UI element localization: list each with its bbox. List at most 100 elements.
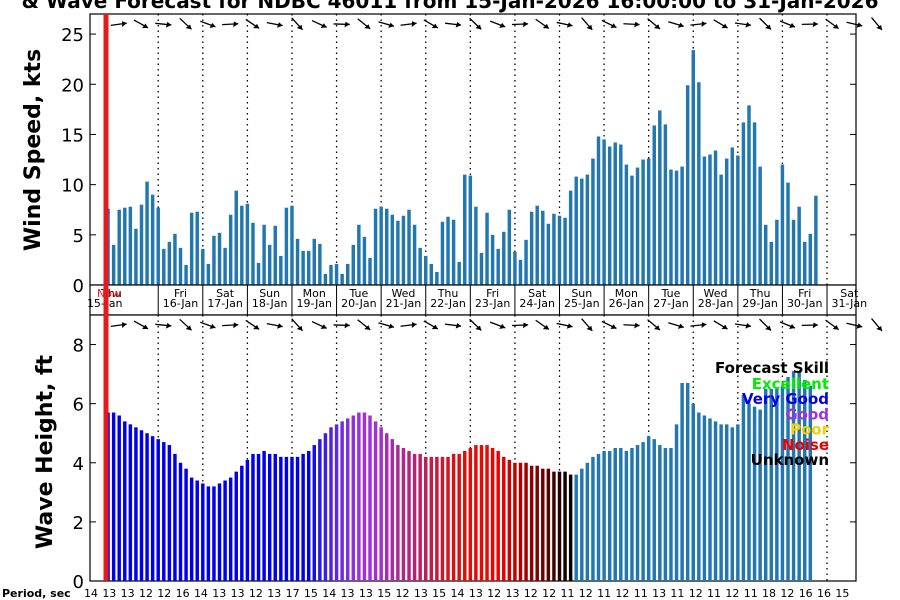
bar <box>518 259 523 285</box>
y-tick-label: 4 <box>73 454 84 475</box>
bar <box>669 169 673 285</box>
direction-arrow-icon <box>734 22 752 28</box>
direction-arrow-icon <box>535 319 550 331</box>
bar <box>708 154 712 285</box>
period-value: 13 <box>652 587 666 600</box>
direction-arrow-icon <box>511 21 529 28</box>
direction-arrow-icon <box>266 322 283 329</box>
period-value: 15 <box>304 587 318 600</box>
bar <box>674 170 679 285</box>
bar <box>741 394 746 581</box>
bar <box>435 456 439 581</box>
bar <box>251 222 255 285</box>
direction-arrow-icon <box>378 21 395 28</box>
bar <box>747 403 751 581</box>
bar <box>128 206 133 285</box>
bar <box>724 158 729 285</box>
period-label: Period, sec <box>2 587 71 600</box>
y-tick-label: 0 <box>73 572 84 593</box>
period-value: 12 <box>157 587 171 600</box>
direction-arrow-icon <box>133 320 149 330</box>
bar <box>312 238 316 285</box>
bar <box>607 450 612 581</box>
legend-item: Poor <box>790 421 830 439</box>
bar <box>273 453 277 581</box>
y-tick-label: 5 <box>73 226 84 247</box>
date-label: 30-Jan <box>787 297 823 310</box>
wind-y-axis-label: Wind Speed, kts <box>21 49 46 251</box>
day-of-week-label: Thu <box>749 287 771 300</box>
wave-height-panel: 0 2 4 6 8 Wave Height, ft Forecast Skill Exc… <box>33 314 883 593</box>
direction-arrow-icon <box>179 318 192 331</box>
bar <box>212 486 216 581</box>
bar <box>557 471 562 581</box>
direction-arrow-icon <box>222 21 239 28</box>
bar <box>730 427 734 581</box>
bar <box>206 486 211 581</box>
bar <box>412 453 417 581</box>
bar <box>758 166 762 285</box>
direction-arrow-icon <box>266 21 283 28</box>
bar <box>429 456 434 581</box>
y-tick-label: 10 <box>61 176 84 197</box>
bar <box>139 430 144 581</box>
bar <box>507 209 512 285</box>
legend-item: Very Good <box>742 390 829 408</box>
bar <box>685 85 690 285</box>
bar <box>630 175 634 285</box>
bar <box>362 236 367 285</box>
bar <box>429 263 434 285</box>
direction-arrow-icon <box>489 321 506 329</box>
bar <box>457 261 461 285</box>
bar <box>379 206 383 285</box>
period-value: 11 <box>670 587 684 600</box>
day-of-week-label: Sun <box>259 287 280 300</box>
bar <box>485 445 489 581</box>
day-of-week-label: Tue <box>348 287 368 300</box>
bar <box>541 210 545 285</box>
bar <box>167 445 172 581</box>
bar <box>630 448 634 581</box>
bar <box>490 234 495 285</box>
bar <box>306 450 311 581</box>
bar <box>351 415 356 581</box>
bar <box>624 164 629 285</box>
bar <box>468 448 473 581</box>
direction-arrow-icon <box>535 18 550 30</box>
bar <box>719 174 723 285</box>
period-value: 13 <box>121 587 135 600</box>
direction-arrow-icon <box>734 323 752 329</box>
day-labels: Thu15-JanFri16-JanSat17-JanSun18-JanMon1… <box>87 285 867 315</box>
bar <box>730 147 734 285</box>
bar <box>329 427 333 581</box>
bar <box>468 175 473 285</box>
day-of-week-label: Fri <box>174 287 187 300</box>
bar <box>457 453 461 581</box>
bar <box>691 403 695 581</box>
chart-title: & Wave Forecast for NDBC 46011 from 15-J… <box>22 0 879 13</box>
direction-arrow-icon <box>871 318 883 332</box>
bar <box>502 231 506 285</box>
period-value: 12 <box>396 587 410 600</box>
bar <box>111 412 116 581</box>
legend-item: Good <box>785 405 829 423</box>
direction-arrow-icon <box>871 17 883 31</box>
direction-arrow-icon <box>333 21 350 28</box>
bar <box>602 450 606 581</box>
bar <box>635 167 640 285</box>
direction-arrow-icon <box>581 17 593 31</box>
bar <box>301 453 305 581</box>
direction-arrow-icon <box>556 21 573 28</box>
bar <box>440 456 445 581</box>
direction-arrow-icon <box>469 17 482 30</box>
bar <box>228 477 233 581</box>
bar <box>217 483 222 581</box>
bar <box>758 409 762 581</box>
bar <box>173 233 177 285</box>
direction-arrow-icon <box>601 320 617 330</box>
direction-arrow-icon <box>445 21 462 28</box>
bar <box>150 194 155 285</box>
bar <box>485 212 489 285</box>
day-of-week-label: Mon <box>615 287 638 300</box>
date-label: 20-Jan <box>341 297 377 310</box>
